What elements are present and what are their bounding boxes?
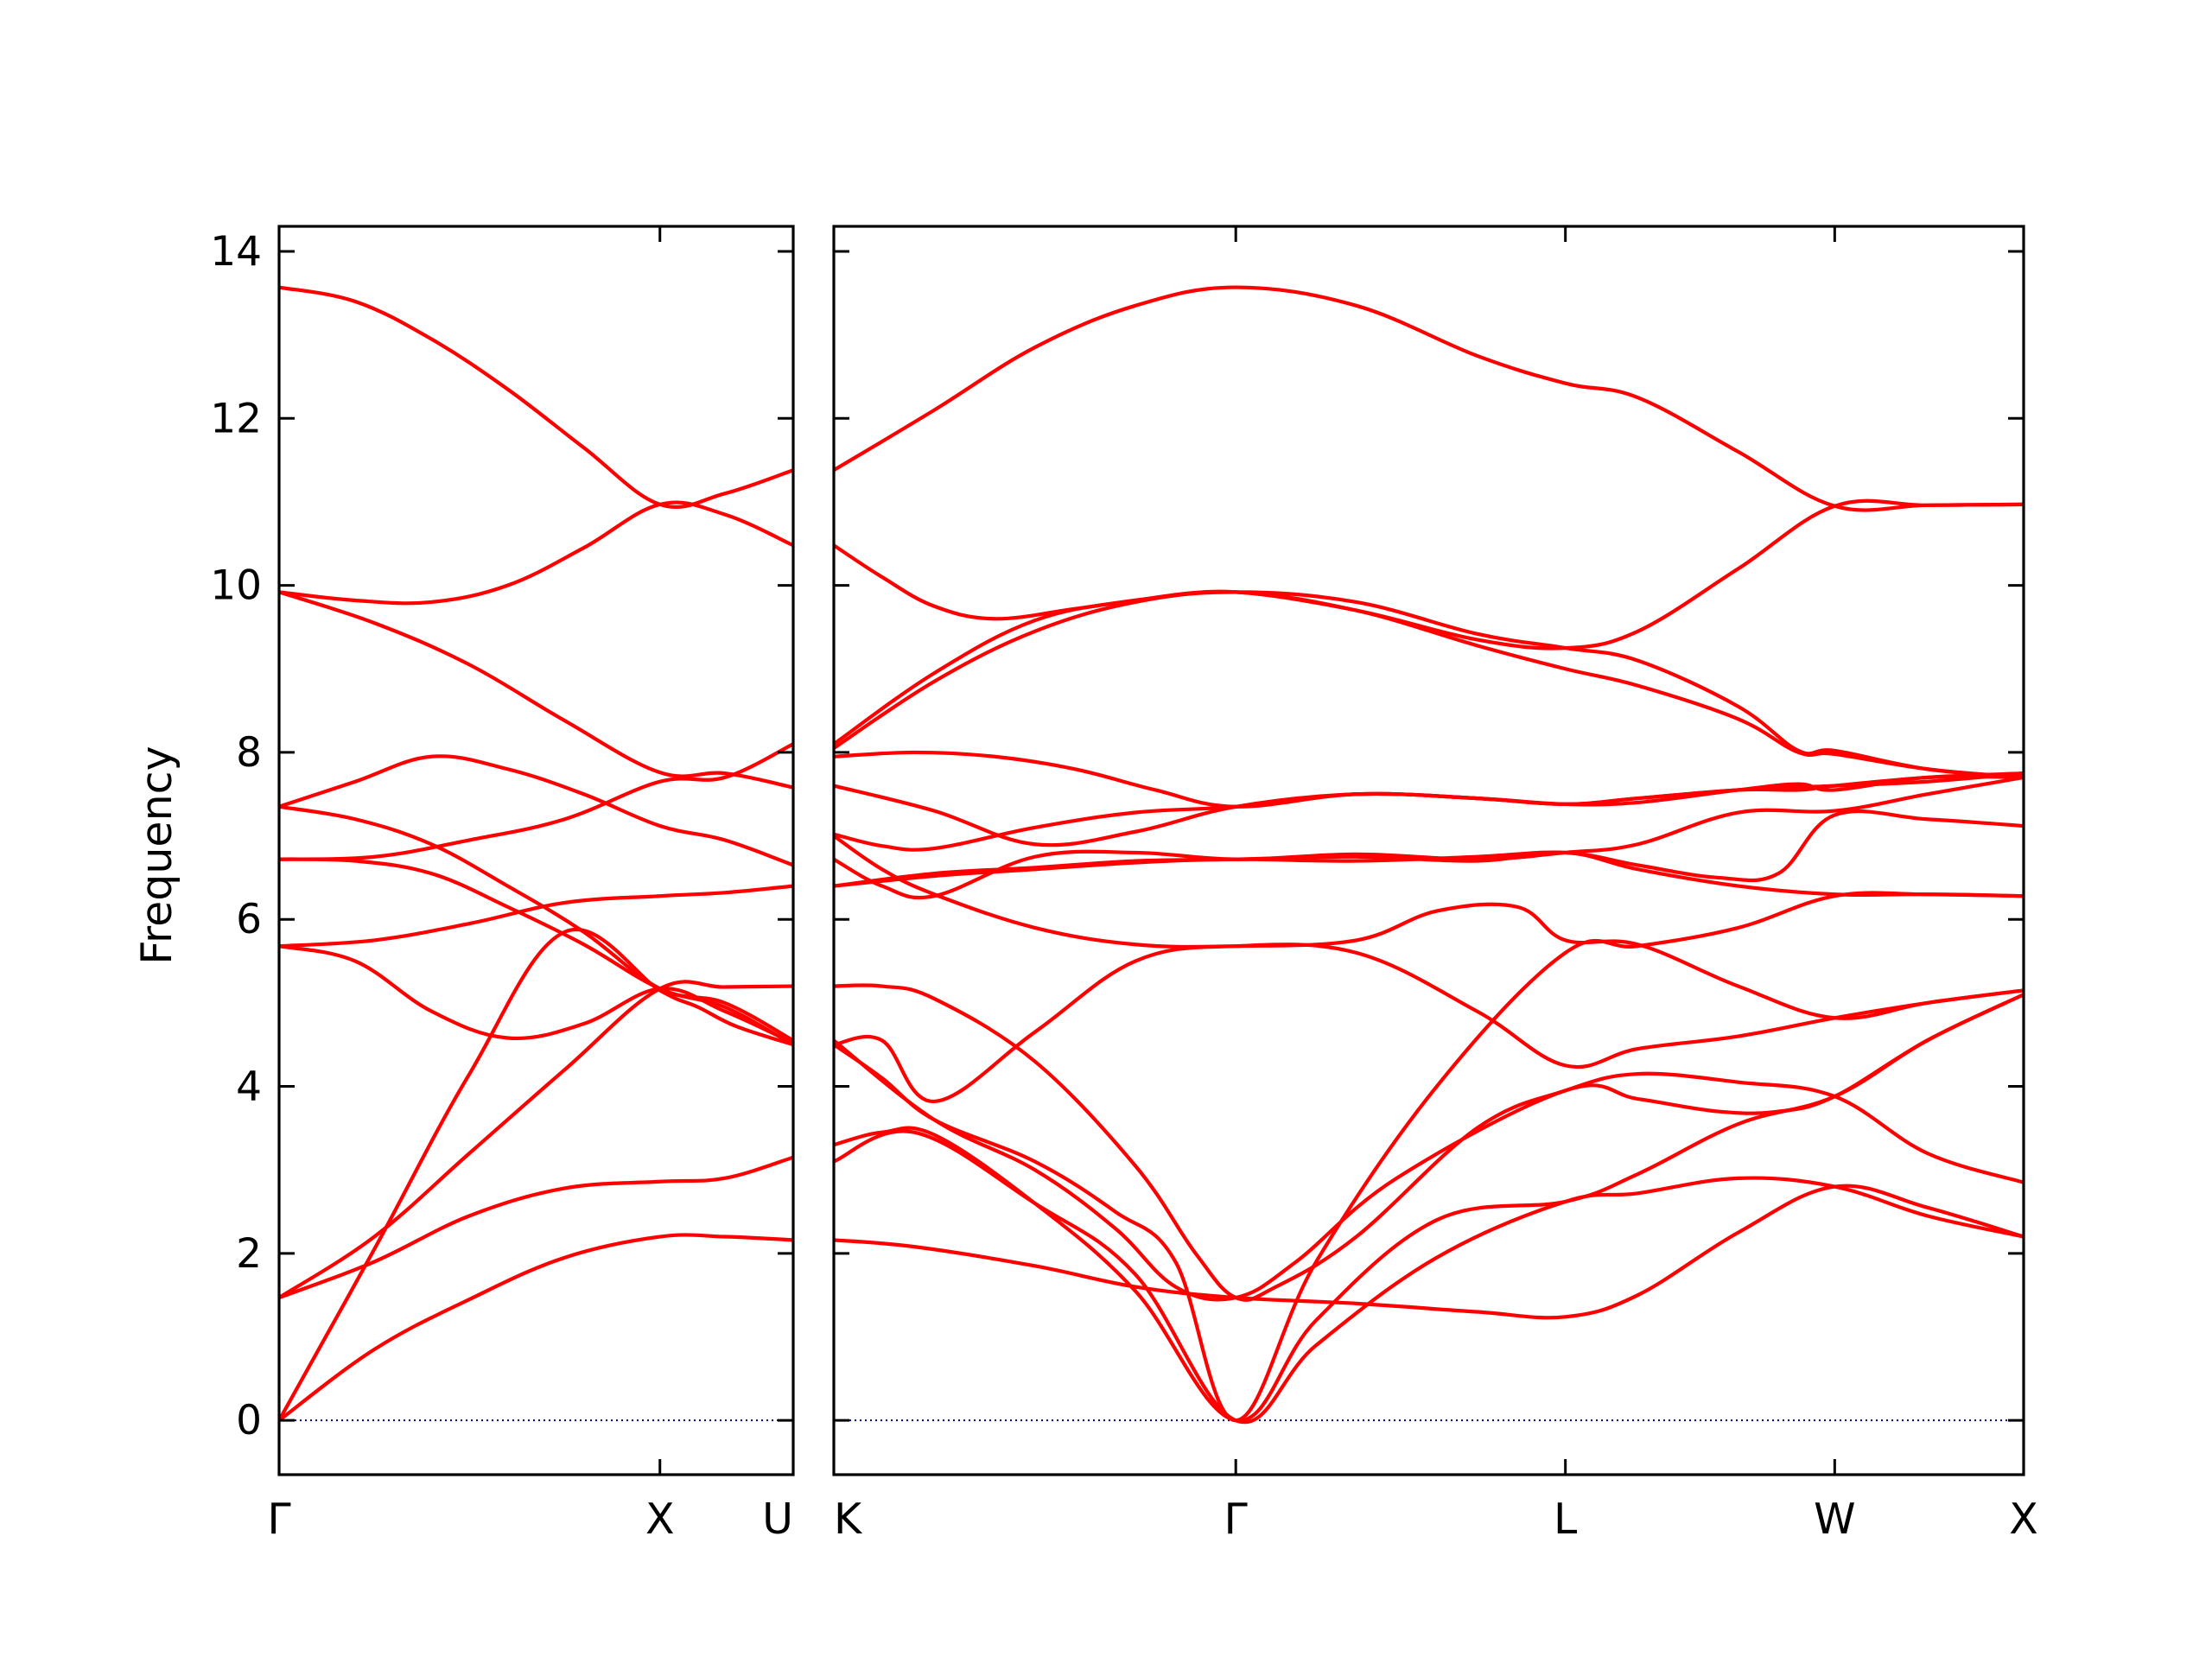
- band-line-14: [834, 750, 2024, 809]
- band-line-13: [279, 285, 793, 510]
- band-line-1: [279, 1233, 793, 1423]
- band-line-17: [834, 498, 2024, 651]
- y-tick-label: 2: [236, 1230, 262, 1278]
- x-tick-label: U: [762, 1495, 793, 1544]
- band-line-3: [279, 980, 793, 1300]
- band-line-5: [834, 891, 2024, 1423]
- band-line-4: [279, 928, 793, 1423]
- band-line-5: [279, 944, 793, 1045]
- y-tick-label: 12: [210, 395, 262, 442]
- band-line-2: [279, 1155, 793, 1300]
- band-line-10: [279, 754, 793, 867]
- x-tick-label: Γ: [1224, 1495, 1249, 1544]
- band-line-15: [834, 589, 2024, 780]
- y-tick-label: 0: [236, 1397, 262, 1444]
- y-tick-label: 8: [236, 729, 262, 777]
- x-tick-label: X: [2009, 1495, 2038, 1544]
- axes-frame: [832, 225, 2025, 1476]
- band-line-18: [834, 285, 2024, 512]
- band-line-9: [279, 804, 793, 1043]
- band-line-11: [279, 590, 793, 790]
- y-axis-label: Frequency: [132, 746, 181, 964]
- y-tick-label: 6: [236, 896, 262, 943]
- x-tick-label: W: [1814, 1495, 1855, 1544]
- x-tick-label: X: [645, 1495, 675, 1544]
- band-line-8: [834, 834, 2024, 1020]
- band-line-6: [279, 884, 793, 949]
- panel-gamma-x-u: 0 2 4 6 8 10 12 14 Γ X U: [210, 225, 795, 1544]
- band-line-12: [279, 500, 793, 606]
- x-tick-label: L: [1554, 1495, 1578, 1544]
- x-tick-label: K: [834, 1495, 863, 1544]
- band-line-6: [834, 983, 2024, 1302]
- y-tick-label: 4: [236, 1063, 262, 1111]
- band-line-2: [834, 1129, 2024, 1425]
- band-group: [834, 285, 2024, 1425]
- band-line-11: [834, 775, 2024, 900]
- axes-frame: [277, 225, 795, 1476]
- band-line-1: [834, 1184, 2024, 1320]
- band-line-8: [279, 742, 793, 861]
- y-tick-label: 10: [210, 562, 262, 610]
- band-line-9: [834, 809, 2024, 888]
- band-line-7: [279, 857, 793, 1047]
- band-line-7: [834, 943, 2024, 1104]
- band-line-3: [834, 993, 2024, 1423]
- band-group: [279, 285, 793, 1423]
- y-tick-label: 14: [210, 228, 262, 276]
- x-tick-label: Γ: [267, 1495, 291, 1544]
- band-line-4: [834, 993, 2024, 1302]
- band-line-16: [834, 590, 2024, 780]
